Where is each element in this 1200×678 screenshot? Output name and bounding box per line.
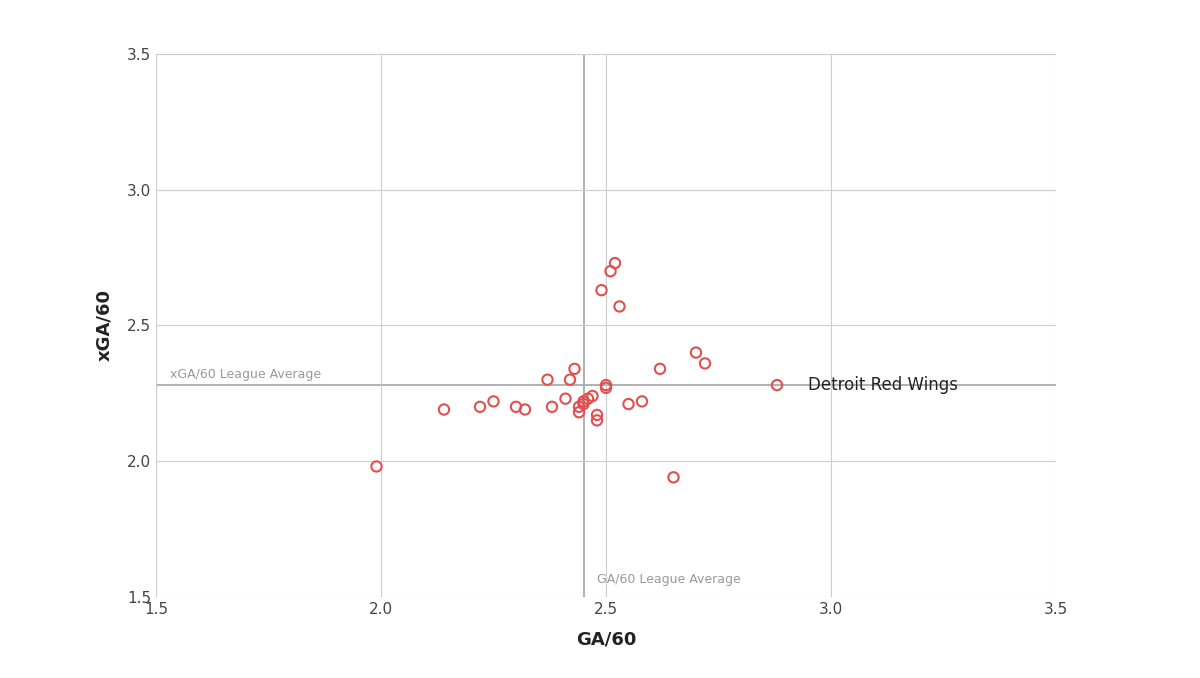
Point: [588, 415, 607, 426]
Point: [606, 258, 625, 268]
Point: [574, 396, 593, 407]
Point: [578, 393, 598, 404]
Point: [434, 404, 454, 415]
Point: [484, 396, 503, 407]
Point: [610, 301, 629, 312]
Point: [596, 380, 616, 391]
Point: [650, 363, 670, 374]
X-axis label: GA/60: GA/60: [576, 631, 636, 648]
Point: [560, 374, 580, 385]
Point: [686, 347, 706, 358]
Y-axis label: xGA/60: xGA/60: [95, 290, 113, 361]
Point: [542, 401, 562, 412]
Point: [538, 374, 557, 385]
Point: [470, 401, 490, 412]
Point: [768, 380, 787, 391]
Point: [506, 401, 526, 412]
Point: [583, 391, 602, 401]
Point: [601, 266, 620, 277]
Point: [592, 285, 611, 296]
Point: [664, 472, 683, 483]
Text: GA/60 League Average: GA/60 League Average: [598, 573, 740, 586]
Point: [570, 407, 589, 418]
Point: [696, 358, 715, 369]
Point: [570, 401, 589, 412]
Point: [367, 461, 386, 472]
Point: [574, 399, 593, 410]
Point: [556, 393, 575, 404]
Point: [632, 396, 652, 407]
Point: [565, 363, 584, 374]
Text: xGA/60 League Average: xGA/60 League Average: [169, 368, 320, 381]
Text: Detroit Red Wings: Detroit Red Wings: [809, 376, 959, 394]
Point: [596, 382, 616, 393]
Point: [588, 410, 607, 420]
Point: [516, 404, 535, 415]
Point: [619, 399, 638, 410]
